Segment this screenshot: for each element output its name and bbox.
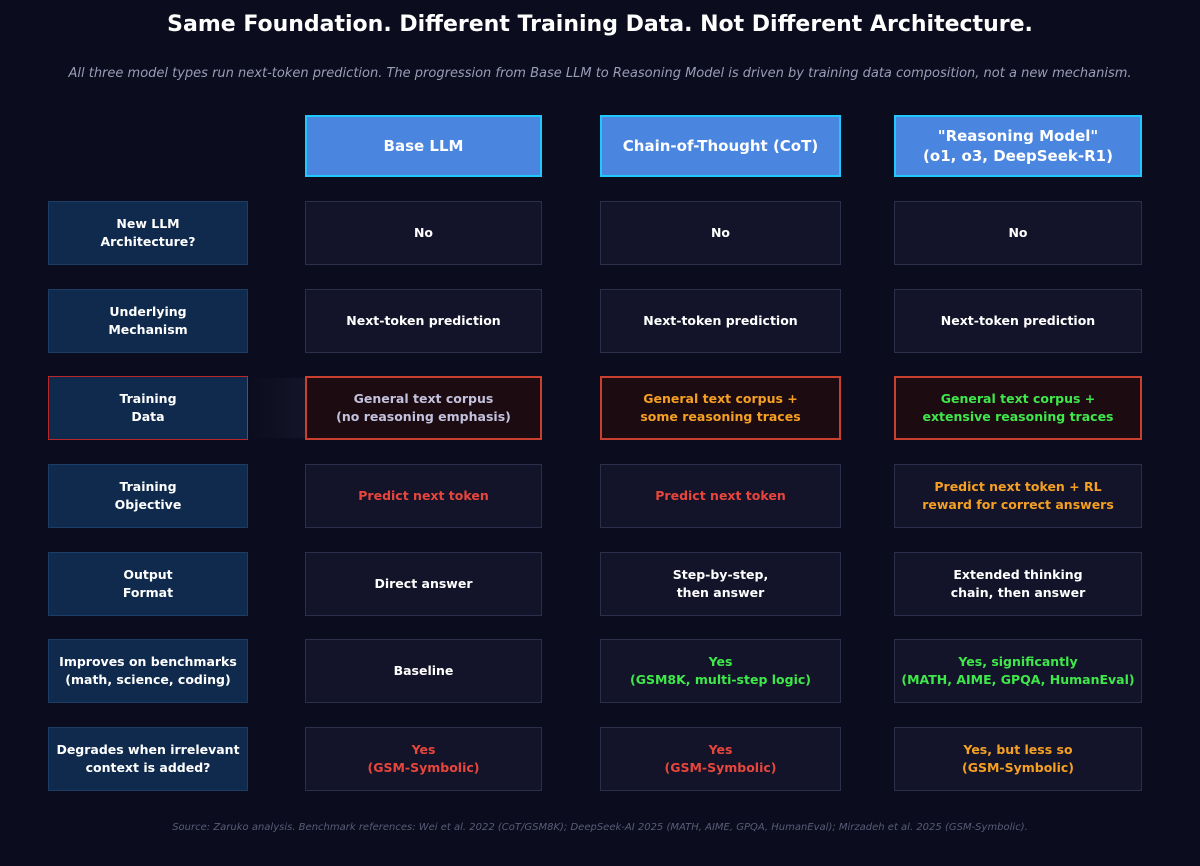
cell-output-base: Direct answer	[305, 552, 542, 616]
cell-mechanism-reasoning: Next-token prediction	[894, 289, 1142, 353]
cell-benchmarks-cot: Yes (GSM8K, multi-step logic)	[600, 639, 841, 703]
cell-architecture-cot: No	[600, 201, 841, 265]
cell-objective-reasoning: Predict next token + RL reward for corre…	[894, 464, 1142, 528]
diagram-subtitle: All three model types run next-token pre…	[68, 66, 1132, 81]
cell-degrades-cot: Yes (GSM-Symbolic)	[600, 727, 841, 791]
column-header-cot: Chain-of-Thought (CoT)	[600, 115, 841, 177]
cell-benchmarks-reasoning: Yes, significantly (MATH, AIME, GPQA, Hu…	[894, 639, 1142, 703]
cell-objective-base: Predict next token	[305, 464, 542, 528]
row-label-mechanism: Underlying Mechanism	[48, 289, 248, 353]
column-header-base-llm: Base LLM	[305, 115, 542, 177]
cell-mechanism-base: Next-token prediction	[305, 289, 542, 353]
cell-output-cot: Step-by-step, then answer	[600, 552, 841, 616]
cell-objective-cot: Predict next token	[600, 464, 841, 528]
cell-output-reasoning: Extended thinking chain, then answer	[894, 552, 1142, 616]
cell-degrades-base: Yes (GSM-Symbolic)	[305, 727, 542, 791]
row-label-benchmarks: Improves on benchmarks (math, science, c…	[48, 639, 248, 703]
cell-training-data-reasoning: General text corpus + extensive reasonin…	[894, 376, 1142, 440]
diagram-title: Same Foundation. Different Training Data…	[167, 12, 1033, 37]
row-label-training-data: Training Data	[48, 376, 248, 440]
cell-training-data-cot: General text corpus + some reasoning tra…	[600, 376, 841, 440]
row-label-architecture: New LLM Architecture?	[48, 201, 248, 265]
row-label-output-format: Output Format	[48, 552, 248, 616]
training-data-highlight-glow	[248, 378, 306, 438]
row-label-training-objective: Training Objective	[48, 464, 248, 528]
row-label-degrades: Degrades when irrelevant context is adde…	[48, 727, 248, 791]
column-header-reasoning-model: "Reasoning Model" (o1, o3, DeepSeek-R1)	[894, 115, 1142, 177]
cell-architecture-base: No	[305, 201, 542, 265]
cell-mechanism-cot: Next-token prediction	[600, 289, 841, 353]
cell-architecture-reasoning: No	[894, 201, 1142, 265]
source-footnote: Source: Zaruko analysis. Benchmark refer…	[172, 822, 1028, 833]
cell-benchmarks-base: Baseline	[305, 639, 542, 703]
cell-training-data-base: General text corpus (no reasoning emphas…	[305, 376, 542, 440]
cell-degrades-reasoning: Yes, but less so (GSM-Symbolic)	[894, 727, 1142, 791]
